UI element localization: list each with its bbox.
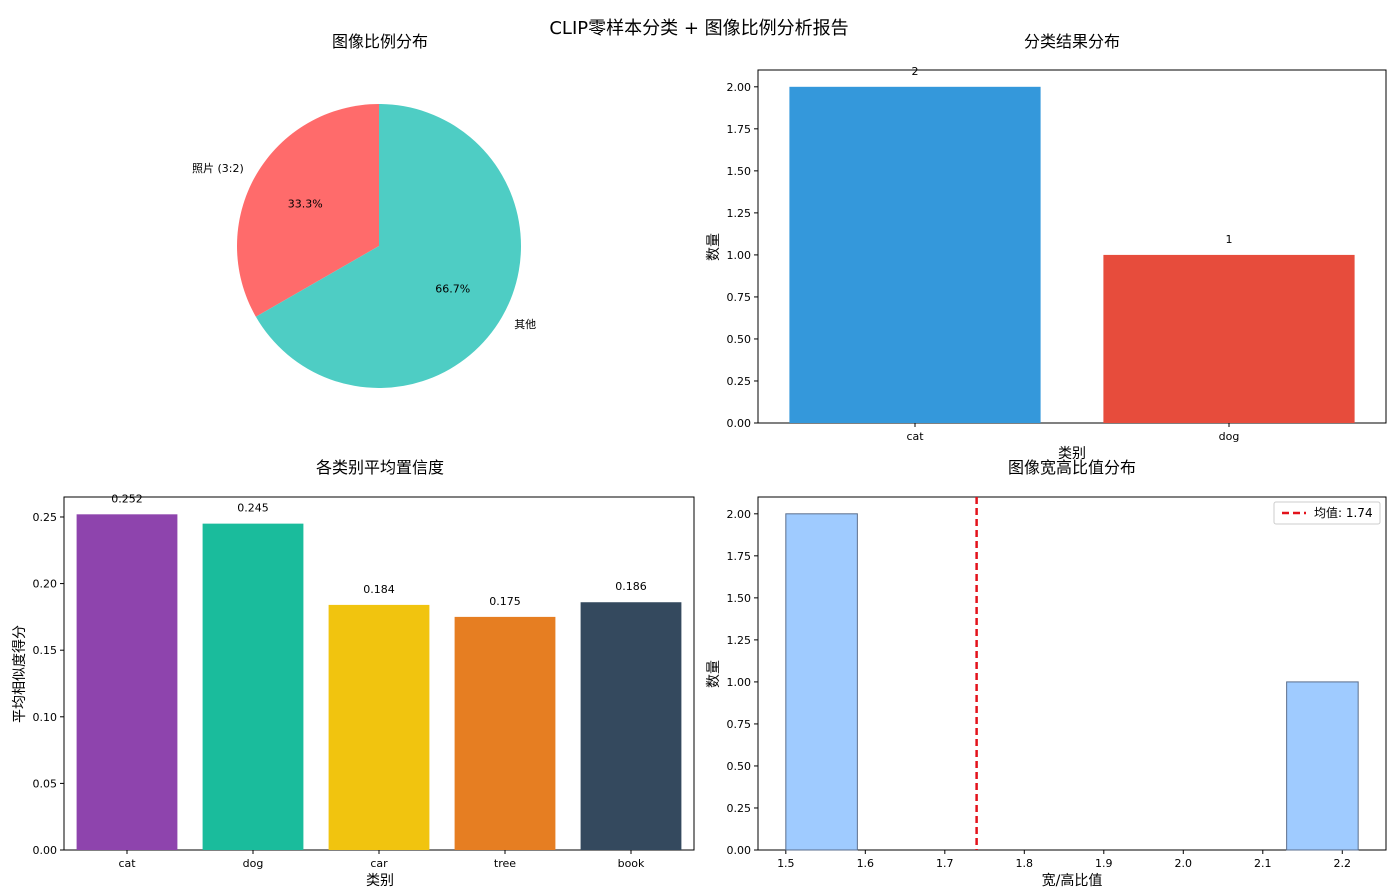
counts-ytick-label: 0.00: [727, 417, 752, 430]
pie-panel: 图像比例分布 33.3% 照片 (3:2) 66.7% 其他: [192, 32, 536, 388]
counts-ytick-label: 1.50: [727, 165, 752, 178]
pie-category-label-0: 照片 (3:2): [192, 162, 244, 175]
confidence-ylabel: 平均相似度得分: [11, 625, 28, 723]
counts-ytick-label: 0.75: [727, 291, 752, 304]
counts-panel: 分类结果分布 类别 数量 0.00 0.25 0.50 0.75 1.00 1.25 1.5…: [706, 32, 1387, 462]
hist-ytick-label: 2.00: [727, 508, 752, 521]
counts-xtick-label: cat: [906, 430, 924, 443]
pie-slice-0: [236, 104, 379, 317]
legend-label: 均值: 1.74: [1314, 505, 1373, 520]
conf-xtick-label: car: [370, 857, 388, 870]
conf-ytick-label: 0.15: [33, 644, 58, 657]
hist-xtick-label: 1.9: [1095, 857, 1113, 870]
counts-ytick-label: 1.75: [727, 123, 752, 136]
counts-ytick-label: 2.00: [727, 81, 752, 94]
conf-ytick-label: 0.10: [33, 711, 58, 724]
hist-xtick-label: 1.6: [857, 857, 875, 870]
counts-title: 分类结果分布: [1024, 32, 1120, 51]
hist-xtick-label: 2.2: [1334, 857, 1352, 870]
conf-xtick-label: cat: [118, 857, 136, 870]
histogram-legend: 均值: 1.74: [1273, 501, 1381, 525]
conf-xtick-label: tree: [494, 857, 516, 870]
hist-bin-1: [1286, 681, 1359, 851]
conf-value-label: 0.184: [363, 583, 395, 596]
conf-bar-dog: [202, 523, 304, 850]
conf-ytick-label: 0.20: [33, 578, 58, 591]
legend-box: [1273, 501, 1381, 525]
counts-ylabel: 数量: [706, 233, 722, 261]
hist-axes-frame: [757, 496, 1387, 851]
confidence-xlabel: 类别: [366, 873, 394, 889]
hist-xtick-label: 1.7: [936, 857, 954, 870]
hist-ytick-label: 0.75: [727, 718, 752, 731]
conf-ytick-label: 0.05: [33, 777, 58, 790]
counts-xtick-label: dog: [1219, 430, 1240, 443]
conf-value-label: 0.186: [615, 580, 647, 593]
hist-ytick-label: 0.50: [727, 760, 752, 773]
hist-ytick-label: 1.00: [727, 676, 752, 689]
conf-ytick-label: 0.00: [33, 844, 58, 857]
conf-xtick-label: book: [618, 857, 645, 870]
hist-xtick-label: 2.1: [1254, 857, 1272, 870]
confidence-title: 各类别平均置信度: [316, 458, 444, 477]
hist-xtick-label: 1.5: [777, 857, 795, 870]
conf-bar-car: [328, 604, 430, 850]
histogram-ylabel: 数量: [706, 660, 722, 688]
conf-ytick-label: 0.25: [33, 511, 58, 524]
hist-xtick-label: 2.0: [1175, 857, 1193, 870]
conf-xtick-label: dog: [243, 857, 264, 870]
hist-xtick-label: 1.8: [1016, 857, 1034, 870]
histogram-xlabel: 宽/高比值: [1042, 872, 1103, 889]
counts-ytick-label: 1.00: [727, 249, 752, 262]
pie-pct-label-1: 66.7%: [435, 283, 470, 296]
pie-pct-label-0: 33.3%: [288, 197, 323, 210]
hist-ytick-label: 0.00: [727, 844, 752, 857]
hist-bin-0: [785, 513, 858, 851]
counts-xlabel: 类别: [1058, 446, 1086, 462]
conf-bar-cat: [76, 514, 178, 850]
hist-ytick-label: 1.50: [727, 592, 752, 605]
pie-slice-1: [255, 104, 521, 388]
conf-bar-book: [580, 602, 682, 850]
confidence-panel: 各类别平均置信度 类别 平均相似度得分 0.00 0.05 0.10 0.15 0.20…: [11, 458, 695, 889]
counts-axes-frame: [757, 69, 1387, 424]
counts-ytick-label: 0.50: [727, 333, 752, 346]
histogram-panel: 图像宽高比值分布 宽/高比值 数量 0.00 0.25 0.50 0.75 1.00 1.…: [706, 458, 1387, 889]
figure-title: CLIP零样本分类 + 图像比例分析报告: [549, 18, 848, 39]
counts-value-label: 2: [912, 65, 919, 78]
conf-bar-tree: [454, 616, 556, 850]
conf-value-label: 0.252: [111, 492, 143, 505]
hist-ytick-label: 1.25: [727, 634, 752, 647]
histogram-title: 图像宽高比值分布: [1008, 458, 1136, 477]
counts-bar-dog: [1103, 254, 1355, 423]
counts-bar-cat: [789, 86, 1041, 424]
hist-ytick-label: 0.25: [727, 802, 752, 815]
hist-ytick-label: 1.75: [727, 550, 752, 563]
pie-title: 图像比例分布: [332, 32, 428, 51]
counts-value-label: 1: [1226, 233, 1233, 246]
conf-value-label: 0.245: [237, 502, 269, 515]
pie-category-label-1: 其他: [514, 318, 536, 331]
counts-ytick-label: 0.25: [727, 375, 752, 388]
conf-value-label: 0.175: [489, 595, 521, 608]
counts-ytick-label: 1.25: [727, 207, 752, 220]
